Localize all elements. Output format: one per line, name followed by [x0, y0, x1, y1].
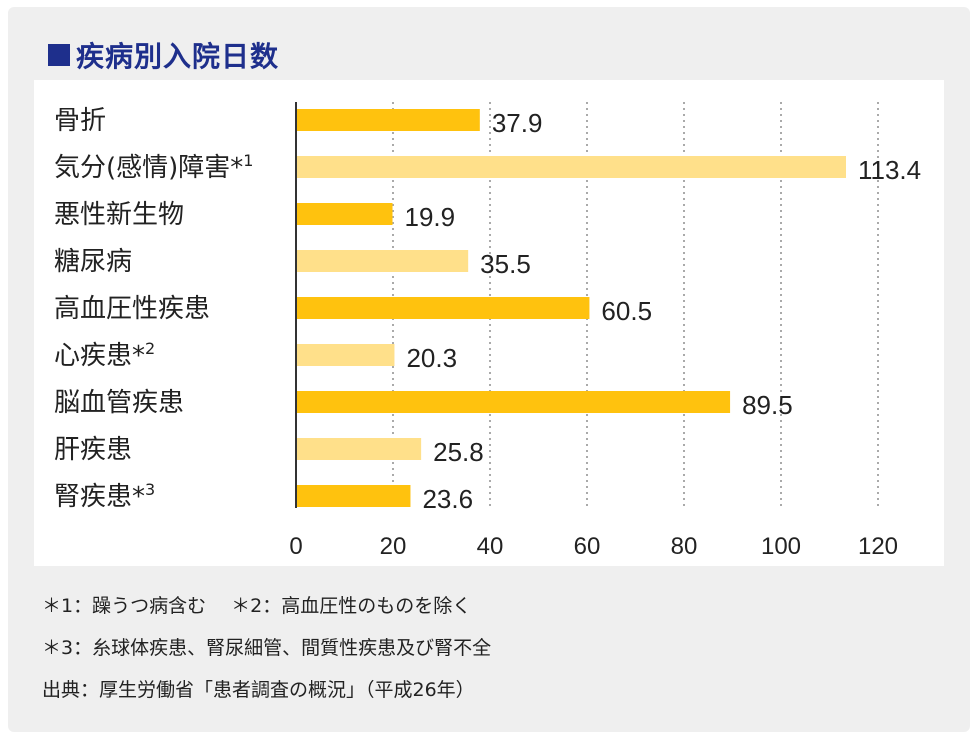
- chart-title-text: 疾病別入院日数: [76, 40, 280, 73]
- value-label: 89.5: [742, 390, 793, 420]
- x-tick-label: 40: [477, 533, 504, 560]
- footnote-1: ＊1：躁うつ病含む ＊2：高血圧性のものを除く: [42, 595, 472, 617]
- category-label: 気分(感情)障害*1: [54, 151, 253, 183]
- x-tick-label: 120: [858, 533, 898, 560]
- bar: [296, 156, 846, 178]
- bar: [296, 438, 422, 460]
- category-label: 肝疾患: [54, 435, 132, 465]
- footnote-2: ＊3：糸球体疾患、腎尿細管、間質性疾患及び腎不全: [42, 637, 492, 659]
- value-label: 23.6: [422, 484, 473, 514]
- x-tick-label: 100: [761, 533, 801, 560]
- category-label: 悪性新生物: [54, 200, 184, 230]
- x-tick-label: 60: [574, 533, 601, 560]
- value-label: 20.3: [406, 343, 457, 373]
- category-label: 糖尿病: [54, 247, 132, 277]
- value-label: 25.8: [433, 437, 484, 467]
- bar: [296, 391, 731, 413]
- chart-title: 疾病別入院日数: [48, 35, 279, 75]
- category-label: 高血圧性疾患: [54, 294, 210, 324]
- x-tick-label: 20: [380, 533, 407, 560]
- source-note: 出典：厚生労働省「患者調査の概況」（平成26年）: [42, 679, 475, 701]
- chart-area: 37.9 骨折 113.4 気分(感情)障害*1 19.9 悪性新生物 35.5 糖尿病 60.…: [34, 80, 944, 566]
- category-label: 骨折: [54, 106, 106, 136]
- bar-chart: 37.9 骨折 113.4 気分(感情)障害*1 19.9 悪性新生物 35.5 糖尿病 60.…: [54, 102, 921, 560]
- category-label: 脳血管疾患: [54, 388, 184, 418]
- value-label: 35.5: [480, 249, 531, 279]
- bar: [296, 485, 411, 507]
- category-label: 腎疾患*3: [54, 480, 155, 512]
- value-label: 19.9: [405, 202, 456, 232]
- x-tick-label: 0: [289, 533, 302, 560]
- value-label: 60.5: [601, 296, 652, 326]
- value-label: 113.4: [858, 155, 921, 185]
- bar: [296, 250, 469, 272]
- bar: [296, 203, 393, 225]
- title-square-icon: [48, 44, 70, 66]
- footnotes: ＊1：躁うつ病含む ＊2：高血圧性のものを除く ＊3：糸球体疾患、腎尿細管、間質…: [42, 590, 491, 716]
- category-label: 心疾患*2: [54, 339, 155, 371]
- value-label: 37.9: [492, 108, 543, 138]
- bar: [296, 109, 480, 131]
- bar: [296, 344, 395, 366]
- x-tick-label: 80: [671, 533, 698, 560]
- bar: [296, 297, 590, 319]
